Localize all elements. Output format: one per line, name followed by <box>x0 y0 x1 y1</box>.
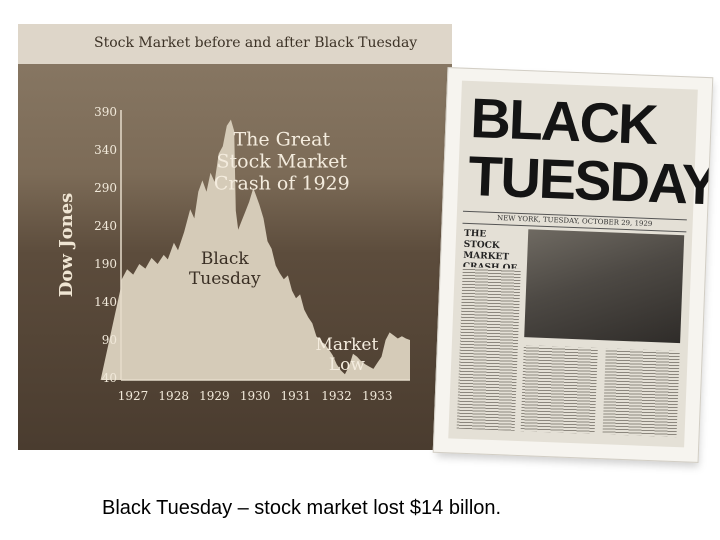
y-tick-label: 340 <box>94 143 117 157</box>
annotation-line: Crash of 1929 <box>214 172 350 194</box>
chart-header: Stock Market before and after Black Tues… <box>18 24 452 64</box>
annotation-line: Tuesday <box>189 269 261 289</box>
slide-caption: Black Tuesday – stock market lost $14 bi… <box>102 497 502 519</box>
y-tick-label: 140 <box>94 295 117 309</box>
chart-annotation: Black Tuesday <box>189 249 261 289</box>
annotation-line: Low <box>329 355 366 375</box>
y-tick-label: 40 <box>102 371 117 385</box>
y-tick-label: 90 <box>102 333 117 347</box>
newspaper-page: BLACK TUESDAY NEW YORK, TUESDAY, OCTOBER… <box>448 80 714 448</box>
x-tick-label: 1930 <box>240 389 271 403</box>
x-tick-label: 1931 <box>281 389 312 403</box>
annotation-line: Stock Market <box>217 150 348 172</box>
y-tick-label: 390 <box>94 105 117 119</box>
y-tick-label: 290 <box>94 181 117 195</box>
chart-title: Stock Market before and after Black Tues… <box>94 35 418 51</box>
x-tick-label: 1933 <box>362 389 393 403</box>
newspaper-photo <box>524 229 685 344</box>
x-tick-label: 1928 <box>158 389 189 403</box>
chart-panel: Stock Market before and after Black Tues… <box>18 24 452 450</box>
newspaper-image: BLACK TUESDAY NEW YORK, TUESDAY, OCTOBER… <box>432 67 714 463</box>
chart-annotation: The Great Stock Market Crash of 1929 <box>214 128 350 194</box>
newspaper-headline: BLACK TUESDAY <box>467 86 714 217</box>
y-tick-label: 240 <box>94 219 117 233</box>
newspaper-column <box>520 345 598 434</box>
y-axis-label: Dow Jones <box>56 193 77 298</box>
newspaper-column <box>602 348 680 438</box>
x-tick-label: 1927 <box>118 389 149 403</box>
annotation-line: The Great <box>233 128 330 150</box>
newspaper-column <box>456 266 521 431</box>
annotation-line: Black <box>201 249 250 269</box>
chart-annotation: Market Low <box>315 335 378 375</box>
x-tick-label: 1932 <box>321 389 352 403</box>
x-tick-label: 1929 <box>199 389 230 403</box>
headline-line: TUESDAY <box>467 143 714 217</box>
y-tick-label: 190 <box>94 257 117 271</box>
annotation-line: Market <box>315 335 378 355</box>
dow-jones-area <box>100 119 410 380</box>
